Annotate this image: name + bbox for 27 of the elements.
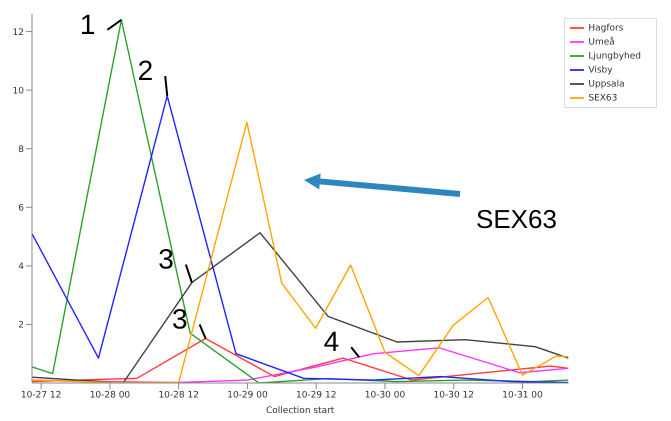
legend-label: Ljungbyhed [588, 51, 641, 62]
x-axis-title: Collection start [266, 406, 335, 416]
annotation: 3 [172, 303, 188, 334]
x-tick-label: 10-31 00 [502, 390, 544, 400]
y-tick-label: 10 [12, 86, 24, 96]
annotation: SEX63 [476, 204, 557, 234]
x-tick-label: 10-27 12 [20, 390, 62, 400]
x-tick-label: 10-30 00 [364, 390, 406, 400]
y-tick-label: 12 [12, 28, 24, 38]
legend-label: SEX63 [588, 93, 618, 104]
y-tick-label: 6 [18, 203, 24, 214]
x-tick-label: 10-29 00 [227, 390, 268, 400]
legend-label: Umeå [588, 37, 615, 48]
y-tick-label: 8 [18, 144, 24, 155]
annotation: 3 [158, 244, 174, 275]
annotation: 1 [80, 8, 96, 40]
y-tick-label: 4 [18, 262, 24, 272]
x-tick-label: 10-28 00 [90, 390, 130, 400]
x-tick-label: 10-28 12 [158, 390, 199, 400]
y-tick-label: 2 [18, 320, 24, 331]
x-tick-label: 10-30 12 [434, 390, 474, 400]
legend-label: Visby [588, 65, 613, 76]
legend-label: Hagfors [588, 23, 624, 34]
x-tick-label: 10-29 12 [296, 390, 336, 400]
annotation: 2 [138, 55, 154, 86]
legend-label: Uppsala [588, 79, 625, 90]
annotation: 4 [324, 326, 340, 358]
